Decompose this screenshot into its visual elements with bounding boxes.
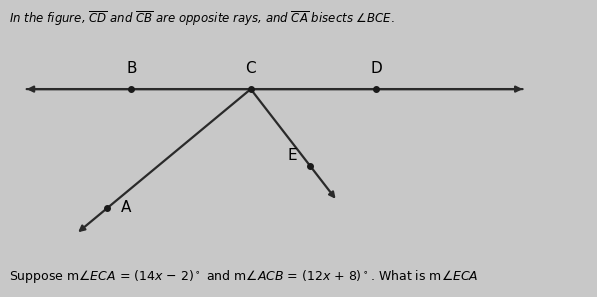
Text: B: B: [126, 61, 137, 76]
Text: E: E: [288, 148, 297, 163]
Text: A: A: [121, 200, 131, 215]
Text: D: D: [370, 61, 382, 76]
Text: C: C: [245, 61, 256, 76]
Text: Suppose m$\angle ECA$ = (14$x$ $-$ 2)$^\circ$ and m$\angle ACB$ = (12$x$ + 8)$^\: Suppose m$\angle ECA$ = (14$x$ $-$ 2)$^\…: [9, 268, 479, 285]
Text: In the figure, $\overline{CD}$ and $\overline{CB}$ are opposite rays, and $\over: In the figure, $\overline{CD}$ and $\ove…: [9, 9, 395, 28]
